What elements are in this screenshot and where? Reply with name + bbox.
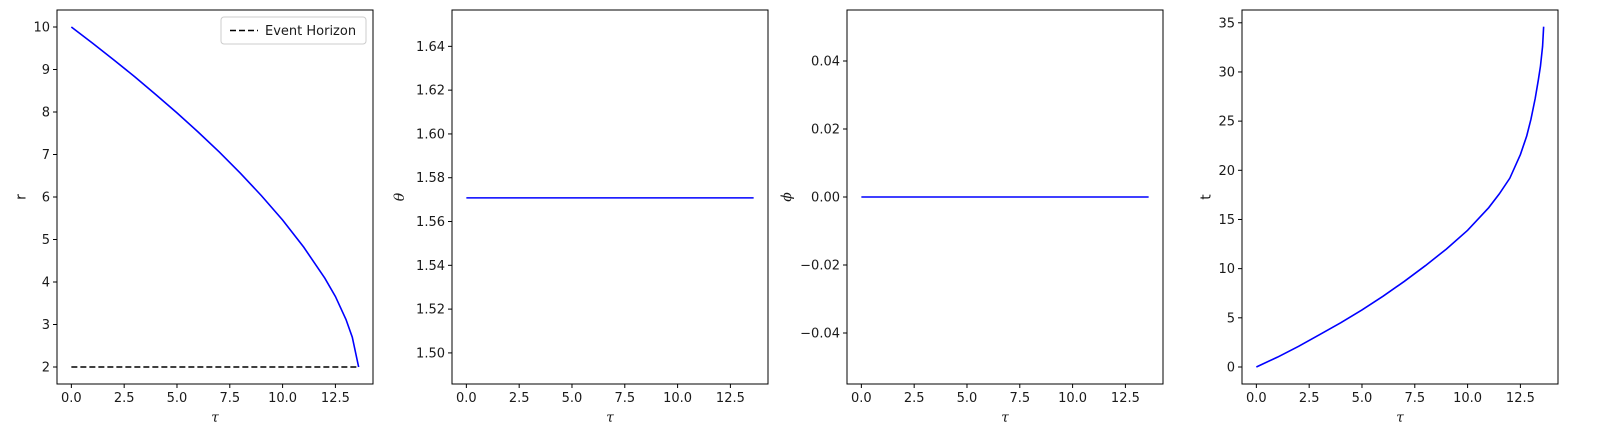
x-tick-label: 7.5: [1009, 391, 1030, 406]
x-tick-label: 0.0: [851, 391, 872, 406]
y-tick-label: 0.00: [811, 191, 840, 206]
axes-frame: [56, 9, 374, 385]
y-tick-label: 5: [42, 233, 50, 248]
x-tick-label: 5.0: [957, 391, 978, 406]
y-tick-label: −0.04: [800, 327, 840, 342]
x-tick-label: 12.5: [1506, 391, 1535, 406]
x-tick-label: 2.5: [509, 391, 530, 406]
x-axis-label: τ: [211, 410, 219, 426]
x-tick-label: 7.5: [1404, 391, 1425, 406]
y-tick-label: 1.60: [416, 127, 445, 142]
y-tick-label: 0: [1227, 360, 1235, 375]
y-tick-label: 7: [42, 148, 50, 163]
y-axis-label: ϕ: [779, 192, 795, 202]
y-axis-label: t: [1199, 194, 1215, 200]
y-axis-label: θ: [392, 192, 408, 201]
x-tick-label: 10.0: [1058, 391, 1087, 406]
x-axis-label: τ: [606, 410, 614, 426]
chart-panel-3: 0.0 2.5 5.0 7.5 10.0 12.5 −0.04 −0.02 0.00 0.02 0.…: [779, 9, 1164, 426]
x-tick-label: 5.0: [1352, 391, 1373, 406]
y-tick-label: 0.02: [811, 123, 840, 138]
x-tick-label: 0.0: [61, 391, 82, 406]
legend-label: Event Horizon: [265, 24, 356, 39]
y-tick-label: 1.58: [416, 171, 445, 186]
y-tick-label: 35: [1218, 16, 1235, 31]
x-tick-label: 0.0: [456, 391, 477, 406]
x-tick-label: 7.5: [219, 391, 240, 406]
y-tick-label: 4: [42, 276, 50, 291]
x-tick-label: 10.0: [1453, 391, 1482, 406]
series-line-4-1: [1256, 26, 1545, 368]
x-tick-label: 5.0: [167, 391, 188, 406]
x-axis-label: τ: [1396, 410, 1404, 426]
x-tick-label: 2.5: [904, 391, 925, 406]
y-tick-label: 25: [1218, 115, 1235, 130]
y-tick-label: 5: [1227, 311, 1235, 326]
x-tick-label: 12.5: [716, 391, 745, 406]
y-tick-label: 1.56: [416, 215, 445, 230]
y-tick-label: 1.54: [416, 259, 445, 274]
axes-frame: [1241, 9, 1559, 385]
legend-box: [220, 16, 367, 45]
chart-panel-4: 0.0 2.5 5.0 7.5 10.0 12.5 0 5 10 15 20 25 30 35 τ t: [1199, 9, 1559, 426]
series-line-1-1: [70, 26, 360, 368]
x-tick-label: 7.5: [614, 391, 635, 406]
y-tick-label: 3: [42, 318, 50, 333]
x-tick-label: 12.5: [321, 391, 350, 406]
y-tick-label: 8: [42, 106, 50, 121]
y-axis-label: r: [14, 194, 30, 200]
y-tick-label: 30: [1218, 65, 1235, 80]
y-tick-label: 2: [42, 361, 50, 376]
y-tick-label: 1.64: [416, 40, 445, 55]
x-axis-label: τ: [1001, 410, 1009, 426]
y-tick-label: 1.62: [416, 84, 445, 99]
y-tick-label: 20: [1218, 164, 1235, 179]
y-tick-label: 9: [42, 63, 50, 78]
chart-panel-1: 0.0 2.5 5.0 7.5 10.0 12.5 2 3 4 5 6 7 8 9 10 τ r Event Ho…: [14, 9, 374, 426]
x-tick-label: 2.5: [1299, 391, 1320, 406]
y-tick-label: 1.52: [416, 303, 445, 318]
chart-panel-2: 0.0 2.5 5.0 7.5 10.0 12.5 1.50 1.52 1.54 1.56 1.58…: [392, 9, 769, 426]
x-tick-label: 5.0: [562, 391, 583, 406]
y-tick-label: 15: [1218, 213, 1235, 228]
x-tick-label: 10.0: [268, 391, 297, 406]
y-tick-label: 1.50: [416, 346, 445, 361]
y-tick-label: −0.02: [800, 259, 840, 274]
y-tick-label: 0.04: [811, 55, 840, 70]
legend: Event Horizon: [220, 16, 367, 45]
x-tick-label: 10.0: [663, 391, 692, 406]
x-tick-label: 2.5: [114, 391, 135, 406]
y-tick-label: 6: [42, 191, 50, 206]
y-tick-label: 10: [1218, 262, 1235, 277]
x-tick-label: 0.0: [1246, 391, 1267, 406]
y-tick-label: 10: [33, 21, 50, 36]
x-tick-label: 12.5: [1111, 391, 1140, 406]
axes-frame: [451, 9, 769, 385]
